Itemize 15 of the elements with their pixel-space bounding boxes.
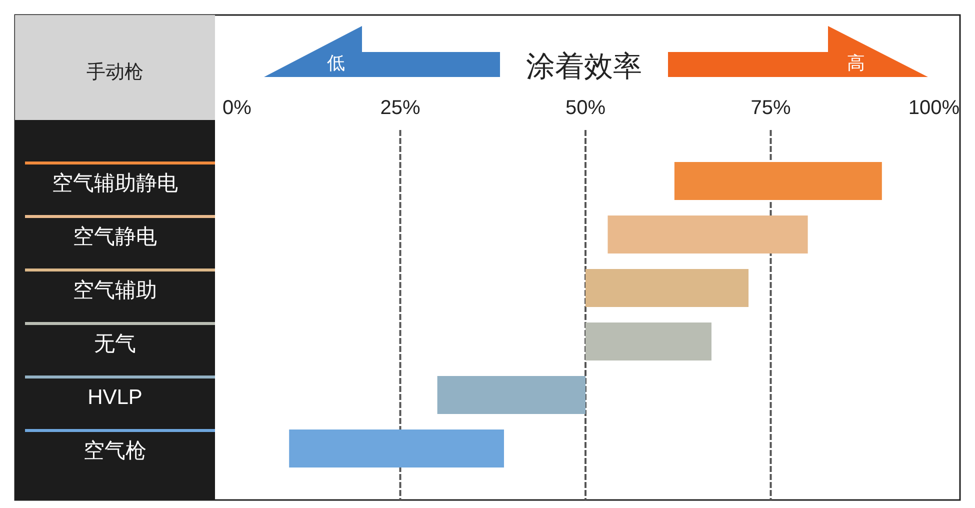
x-tick-label: 100% xyxy=(908,97,960,119)
x-tick-label: 25% xyxy=(380,97,420,119)
x-tick-label: 50% xyxy=(565,97,606,119)
chart-title: 涂着效率 xyxy=(526,51,642,83)
y-tick-label: 无气 xyxy=(94,332,136,356)
x-tick-label: 75% xyxy=(750,97,791,119)
y-tick-label: 空气静电 xyxy=(73,226,157,248)
y-tick-label: HVLP xyxy=(88,386,142,409)
y-tick-label: 空气枪 xyxy=(84,440,146,462)
y-axis-title: 手动枪 xyxy=(86,62,144,83)
y-tick-label: 空气辅助静电 xyxy=(52,172,178,195)
text: 高 xyxy=(847,53,865,73)
text: 低 xyxy=(327,53,345,73)
x-tick-label: 0% xyxy=(222,97,252,119)
y-tick-label: 空气辅助 xyxy=(73,279,157,302)
